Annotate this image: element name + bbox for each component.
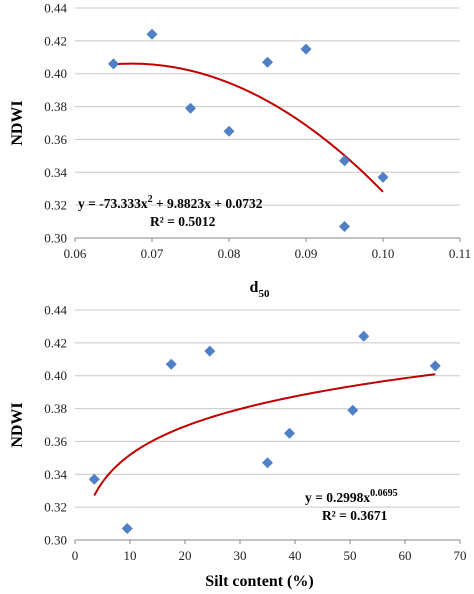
x-tick-label: 0.10 — [372, 246, 395, 261]
data-point — [377, 171, 389, 183]
y-tick-label: 0.42 — [44, 335, 67, 350]
y-tick-label: 0.36 — [44, 434, 67, 449]
data-point — [108, 58, 119, 70]
x-tick-label: 0.07 — [141, 246, 164, 261]
x-tick-label: 40 — [289, 548, 302, 563]
x-axis-title: Silt content (%) — [205, 573, 313, 590]
y-tick-label: 0.38 — [44, 99, 67, 114]
y-axis-title: NDWI — [9, 402, 26, 447]
x-tick-label: 60 — [399, 548, 412, 563]
y-tick-label: 0.32 — [44, 500, 67, 515]
data-point — [347, 404, 359, 416]
y-tick-label: 0.34 — [44, 467, 67, 482]
x-tick-label: 0.08 — [218, 246, 241, 261]
chart-2: 0.30 0.32 0.34 0.36 0.38 0.40 0.42 0.44 0 10 20 30 4… — [9, 303, 467, 591]
x-tick-label: 0 — [72, 548, 79, 563]
data-point — [339, 155, 350, 167]
y-tick-label: 0.30 — [44, 231, 67, 246]
data-point — [88, 473, 100, 485]
y-tick-label: 0.40 — [44, 66, 67, 81]
data-point — [300, 43, 312, 55]
data-point — [339, 221, 350, 232]
x-tick-label: 20 — [179, 548, 192, 563]
x-tick-label: 30 — [234, 548, 247, 563]
data-point — [185, 102, 196, 114]
y-tick-label: 0.44 — [44, 1, 67, 16]
data-point — [204, 345, 216, 357]
x-tick-label: 50 — [344, 548, 357, 563]
y-tick-label: 0.34 — [44, 165, 67, 180]
data-point — [429, 360, 441, 372]
trendline — [113, 62, 384, 193]
data-point — [223, 125, 235, 137]
r-squared-label: R² = 0.3671 — [322, 508, 388, 523]
data-point — [262, 56, 273, 68]
data-point — [284, 427, 295, 439]
trendline — [93, 373, 436, 497]
y-tick-label: 0.44 — [44, 303, 67, 318]
x-tick-label: 70 — [454, 548, 467, 563]
y-tick-label: 0.40 — [44, 368, 67, 383]
chart-1: 0.30 0.32 0.34 0.36 0.38 0.40 0.42 0.44 0.06 0.07… — [9, 1, 471, 301]
data-point — [165, 358, 177, 370]
x-tick-label: 0.11 — [449, 246, 471, 261]
y-tick-label: 0.30 — [44, 533, 67, 548]
x-tick-label: 0.09 — [295, 246, 318, 261]
data-point — [262, 457, 273, 469]
y-axis-title: NDWI — [9, 100, 26, 145]
x-tick-label: 0.06 — [64, 246, 87, 261]
data-point — [358, 330, 370, 342]
trend-equation: y = 0.2998x0.0695 — [305, 488, 398, 505]
r-squared-label: R² = 0.5012 — [150, 214, 216, 229]
y-tick-label: 0.38 — [44, 401, 67, 416]
trend-equation: y = -73.333x2 + 9.8823x + 0.0732 — [78, 194, 263, 211]
x-tick-label: 10 — [124, 548, 137, 563]
data-point — [121, 523, 133, 534]
y-tick-label: 0.36 — [44, 132, 67, 147]
y-tick-label: 0.42 — [44, 33, 67, 48]
x-axis-title: d50 — [250, 279, 270, 300]
y-tick-label: 0.32 — [44, 198, 67, 213]
data-point — [146, 28, 158, 40]
